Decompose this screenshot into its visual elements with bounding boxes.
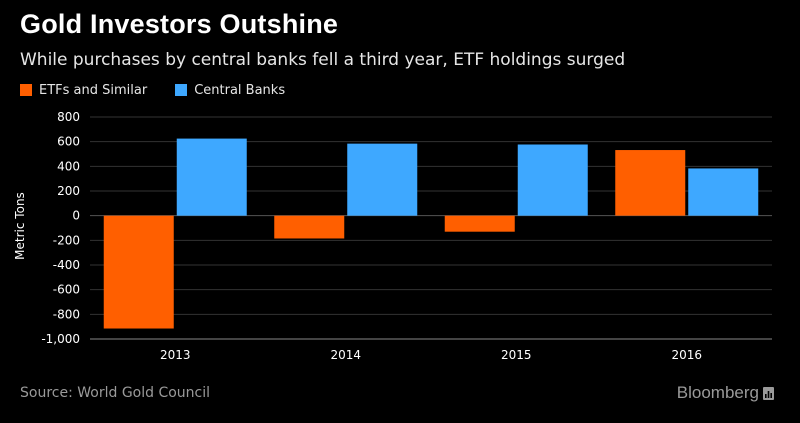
y-tick-label: 200	[57, 184, 80, 198]
legend-swatch-central-banks	[175, 84, 188, 96]
y-axis-title: Metric Tons	[13, 192, 27, 260]
legend-item-etfs: ETFs and Similar	[20, 83, 147, 98]
bar-central-banks-2016	[688, 168, 759, 216]
bars	[103, 138, 759, 329]
legend-swatch-etfs	[20, 84, 32, 96]
y-tick-label: -400	[53, 258, 80, 272]
legend-item-central-banks: Central Banks	[175, 83, 285, 98]
x-tick-label: 2015	[501, 348, 532, 362]
source-note: Source: World Gold Council	[20, 385, 211, 401]
chart-bars-icon	[763, 386, 774, 400]
x-tick-label: 2016	[671, 348, 702, 362]
x-tick-label: 2014	[330, 348, 361, 362]
bar-central-banks-2015	[517, 144, 588, 216]
y-tick-label: 600	[57, 135, 80, 149]
axis-labels: 800 600 400 200 0 -200 -400 -600 -800 -1,000 2013 2…	[41, 110, 702, 362]
bar-central-banks-2014	[347, 143, 418, 216]
chart-subtitle: While purchases by central banks fell a …	[20, 50, 626, 70]
legend: ETFs and Similar Central Banks	[20, 81, 313, 99]
legend-label-etfs: ETFs and Similar	[39, 82, 148, 98]
y-tick-label: -600	[53, 283, 80, 297]
bar-etfs-2013	[103, 215, 174, 329]
bloomberg-logo: Bloomberg	[677, 383, 774, 403]
legend-label-central-banks: Central Banks	[194, 82, 286, 98]
bar-etfs-2014	[274, 215, 345, 239]
bar-etfs-2015	[444, 215, 515, 232]
y-tick-label: 0	[72, 209, 80, 223]
brand-name: Bloomberg	[676, 383, 759, 402]
y-tick-label: -200	[53, 233, 80, 247]
y-tick-label: -1,000	[41, 332, 80, 346]
y-tick-label: -800	[53, 307, 80, 321]
chart-title: Gold Investors Outshine	[20, 9, 339, 39]
bar-central-banks-2013	[176, 138, 247, 216]
x-tick-label: 2013	[160, 348, 191, 362]
y-tick-label: 800	[57, 110, 80, 124]
bar-etfs-2016	[615, 150, 686, 216]
y-tick-label: 400	[57, 159, 80, 173]
